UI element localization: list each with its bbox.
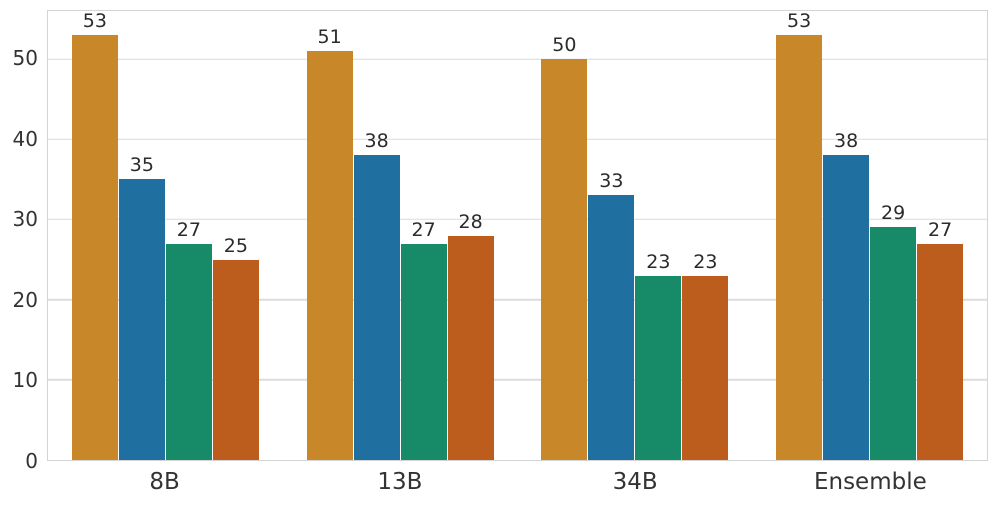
gridline-y-30	[48, 218, 987, 221]
bar-column: 27	[400, 11, 447, 460]
bar-value-label: 27	[411, 218, 436, 241]
y-tick-label: 20	[12, 287, 38, 312]
bar-column: 28	[447, 11, 494, 460]
bar-series-green-Ensemble	[870, 227, 917, 460]
y-tick-label: 0	[25, 449, 38, 473]
bar-column: 35	[118, 11, 165, 460]
bar-column: 27	[165, 11, 212, 460]
bar-value-label: 50	[552, 34, 577, 57]
bar-series-rust-8B	[212, 259, 259, 460]
y-axis-tick-labels: 0 10 20 30 40 50	[0, 10, 38, 471]
bar-column: 38	[353, 11, 400, 460]
y-tick-label: 30	[12, 207, 38, 232]
bar-value-label: 53	[82, 10, 107, 33]
gridline-y-40	[48, 138, 987, 141]
bar-value-label: 38	[364, 130, 389, 153]
bar-series-rust-Ensemble	[917, 243, 964, 460]
y-tick-label: 50	[12, 46, 38, 71]
bar-series-blue-8B	[118, 179, 165, 460]
bar-series-gold-13B	[306, 51, 353, 460]
bar-column: 33	[588, 11, 635, 460]
bar-column: 27	[917, 11, 964, 460]
bar-group-Ensemble: 53 38 29 27	[752, 11, 987, 460]
x-tick-label-13B: 13B	[377, 469, 423, 495]
bar-groups: 53 35 27 25 51 38 27 28 50 33 23 23 53 38 29 27	[48, 11, 987, 460]
bar-series-rust-13B	[447, 235, 494, 460]
bar-value-label: 33	[599, 170, 624, 193]
plot-area: 53 35 27 25 51 38 27 28 50 33 23 23 53 38 29 27	[47, 10, 988, 461]
bar-column: 38	[823, 11, 870, 460]
x-tick-label-34B: 34B	[612, 469, 658, 495]
bar-series-green-34B	[635, 275, 682, 460]
bar-group-8B: 53 35 27 25	[48, 11, 283, 460]
bar-column: 53	[71, 10, 118, 460]
y-tick-label: 10	[12, 368, 38, 393]
x-tick-label-8B: 8B	[149, 469, 180, 495]
bar-series-rust-34B	[682, 275, 729, 460]
bar-series-green-8B	[165, 243, 212, 460]
bar-value-label: 51	[317, 26, 342, 49]
gridline-y-20	[48, 298, 987, 301]
bar-value-label: 35	[129, 154, 154, 177]
bar-series-gold-Ensemble	[776, 35, 823, 460]
bar-value-label: 25	[223, 234, 248, 257]
bar-series-green-13B	[400, 243, 447, 460]
gridline-y-50	[48, 58, 987, 60]
bar-column: 53	[776, 10, 823, 460]
bar-series-blue-13B	[353, 155, 400, 460]
bar-group-34B: 50 33 23 23	[518, 11, 753, 460]
x-tick-label-Ensemble: Ensemble	[813, 469, 927, 495]
bar-value-label: 53	[787, 10, 812, 33]
bar-value-label: 38	[834, 130, 859, 153]
bar-series-gold-8B	[71, 35, 118, 460]
bar-series-blue-Ensemble	[823, 155, 870, 460]
bar-group-13B: 51 38 27 28	[283, 11, 518, 460]
bar-column: 25	[212, 11, 259, 460]
y-tick-label: 40	[12, 126, 38, 151]
bar-value-label: 27	[176, 218, 201, 241]
bar-value-label: 29	[881, 202, 906, 225]
bar-column: 23	[635, 11, 682, 460]
bar-value-label: 23	[646, 250, 671, 273]
bar-value-label: 28	[458, 210, 483, 233]
bar-value-label: 23	[693, 250, 718, 273]
gridline-y-10	[48, 379, 987, 381]
bar-column: 23	[682, 11, 729, 460]
bar-column: 51	[306, 11, 353, 460]
bar-column: 29	[870, 11, 917, 460]
bar-series-blue-34B	[588, 195, 635, 460]
bar-series-gold-34B	[541, 59, 588, 460]
bar-column: 50	[541, 11, 588, 460]
bar-value-label: 27	[928, 218, 953, 241]
x-axis-tick-labels: 8B 13B 34B Ensemble	[47, 461, 988, 495]
